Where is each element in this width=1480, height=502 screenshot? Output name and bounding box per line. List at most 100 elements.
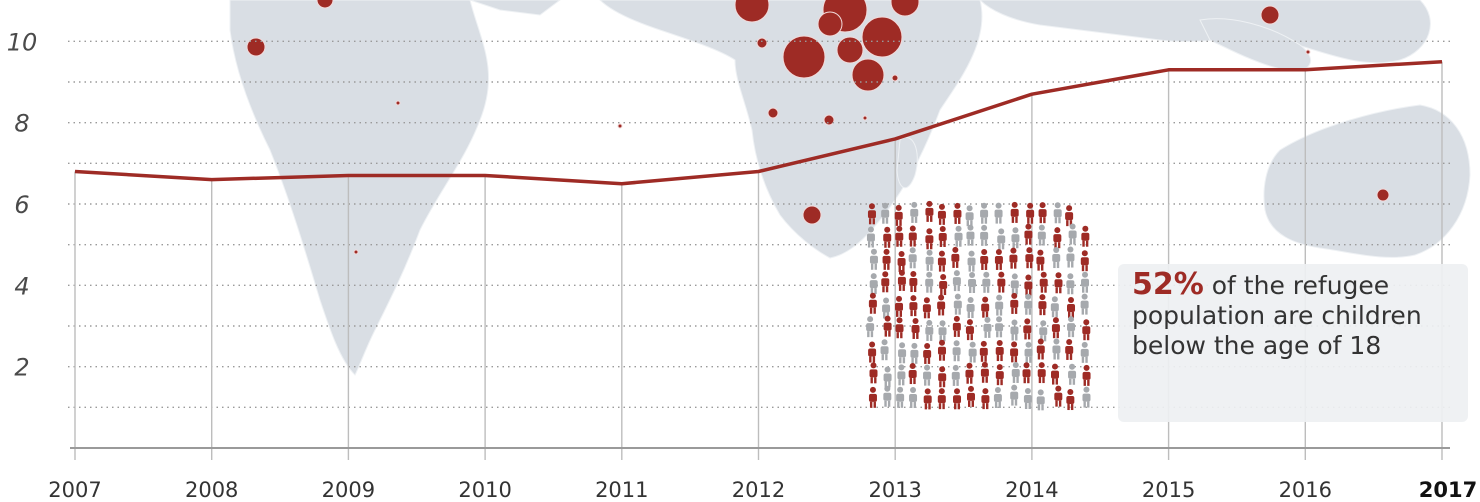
person-icon — [897, 269, 906, 291]
person-icon — [1010, 292, 1019, 314]
person-icon — [952, 315, 961, 337]
y-tick-label: 2 — [14, 354, 29, 382]
person-icon — [1010, 201, 1019, 223]
person-icon — [1051, 363, 1060, 385]
person-icon — [1054, 385, 1063, 407]
person-icon — [908, 363, 917, 385]
person-icon — [981, 296, 990, 318]
person-icon — [937, 294, 946, 316]
person-icon — [993, 386, 1002, 408]
person-icon — [994, 202, 1003, 224]
person-icon — [939, 274, 948, 296]
person-icon — [925, 228, 934, 250]
person-icon — [1082, 364, 1091, 386]
person-icon — [1011, 227, 1020, 249]
children-callout: 52% of the refugee population are childr… — [1118, 264, 1468, 422]
person-icon — [925, 249, 934, 271]
person-icon — [1039, 320, 1048, 342]
person-icon — [1054, 272, 1063, 294]
callout-percent: 52% — [1132, 267, 1204, 302]
person-icon — [882, 248, 891, 270]
person-icon — [951, 246, 960, 268]
y-tick-labels: 2 4 6 8 10 — [7, 28, 38, 381]
person-icon — [994, 248, 1003, 270]
person-icon — [1024, 274, 1033, 296]
person-icon — [982, 271, 991, 293]
person-icon — [980, 248, 989, 270]
person-icon — [979, 340, 988, 362]
person-icon — [1052, 338, 1061, 360]
person-icon — [1023, 318, 1032, 340]
person-icon — [1068, 223, 1077, 245]
person-icon — [881, 202, 890, 224]
person-icon — [1082, 386, 1091, 408]
person-icon — [981, 388, 990, 410]
person-icon — [1038, 294, 1047, 316]
person-icon — [995, 340, 1004, 362]
person-icon — [868, 386, 877, 408]
person-icon — [1081, 271, 1090, 293]
person-icon — [1051, 317, 1060, 339]
person-icon — [983, 316, 992, 338]
y-tick-label: 8 — [14, 110, 29, 138]
person-icon — [997, 271, 1006, 293]
person-icon — [1080, 293, 1089, 315]
person-icon — [896, 386, 905, 408]
x-tick-label: 2010 — [458, 478, 511, 502]
person-icon — [1011, 361, 1020, 383]
person-icon — [898, 342, 907, 364]
person-icon — [965, 362, 974, 384]
series-line — [74, 59, 1443, 186]
person-icon — [925, 319, 934, 341]
refugee-bubbles — [246, 0, 1390, 255]
person-icon — [995, 294, 1004, 316]
world-map-background — [229, 0, 1471, 376]
person-icon — [1025, 247, 1034, 269]
person-icon — [869, 273, 878, 295]
person-icon — [1081, 225, 1090, 247]
callout-text: 52% of the refugee population are childr… — [1132, 270, 1462, 361]
person-icon — [923, 388, 932, 410]
x-tick-label: 2012 — [732, 478, 785, 502]
person-icon — [1036, 249, 1045, 271]
person-icon — [1082, 319, 1091, 341]
person-icon — [868, 292, 877, 314]
person-icon — [937, 339, 946, 361]
person-icon — [966, 224, 975, 246]
person-icon — [908, 247, 917, 269]
person-icon — [980, 202, 989, 224]
person-icon — [1065, 205, 1074, 227]
x-tick-label: 2013 — [868, 478, 921, 502]
person-icon — [1050, 296, 1059, 318]
person-icon — [980, 361, 989, 383]
person-icon — [980, 224, 989, 246]
person-icon — [910, 342, 919, 364]
x-tick-label: 2008 — [185, 478, 238, 502]
person-icon — [895, 317, 904, 339]
person-icon — [1024, 341, 1033, 363]
person-icon — [866, 316, 875, 338]
person-icon — [954, 225, 963, 247]
person-icon — [938, 320, 947, 342]
x-tick-label: 2009 — [322, 478, 375, 502]
person-icon — [1026, 202, 1035, 224]
x-tick-label: 2017 — [1419, 478, 1477, 502]
person-icon — [938, 225, 947, 247]
person-icon — [965, 205, 974, 227]
person-icon — [1036, 389, 1045, 411]
person-icon — [953, 388, 962, 410]
children-pictogram — [866, 200, 1091, 411]
person-icon — [922, 297, 931, 319]
person-icon — [937, 203, 946, 225]
person-icon — [1023, 388, 1032, 410]
x-tick-label: 2015 — [1142, 478, 1195, 502]
person-icon — [952, 340, 961, 362]
person-icon — [968, 271, 977, 293]
person-icon — [1037, 362, 1046, 384]
person-icon — [883, 226, 892, 248]
person-icon — [894, 204, 903, 226]
person-icon — [897, 364, 906, 386]
person-icon — [895, 225, 904, 247]
x-tick-labels: 2007 2008 2009 2010 2011 2012 2013 2014 2015 2016… — [48, 478, 1477, 502]
person-icon — [967, 250, 976, 272]
